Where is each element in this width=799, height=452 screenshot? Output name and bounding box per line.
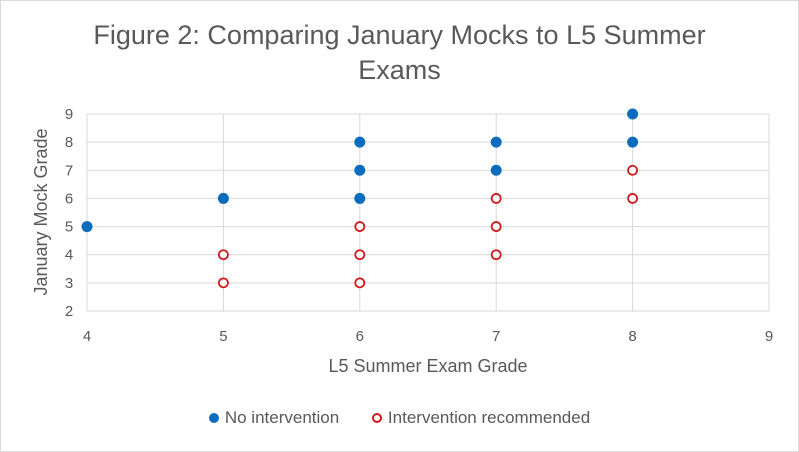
legend-item-no-intervention: No intervention — [208, 408, 340, 428]
data-point-no-intervention — [490, 136, 502, 148]
data-point-intervention-recommended — [217, 277, 229, 289]
data-point-no-intervention — [354, 192, 366, 204]
data-point-no-intervention — [81, 221, 93, 233]
y-tick-label: 4 — [65, 247, 73, 264]
legend-label-intervention-recommended: Intervention recommended — [387, 408, 591, 427]
y-tick-label: 6 — [65, 190, 73, 207]
tick-labels: 2 3 4 5 6 7 8 9 4 5 6 7 8 9 — [65, 106, 773, 345]
y-tick-label: 9 — [65, 106, 73, 123]
data-point-no-intervention — [627, 108, 639, 120]
legend-item-intervention-recommended: Intervention recommended — [371, 408, 591, 428]
y-tick-label: 5 — [65, 219, 73, 236]
data-point-no-intervention — [490, 164, 502, 176]
data-point-no-intervention — [354, 136, 366, 148]
grid-lines — [86, 113, 770, 312]
x-tick-label: 9 — [765, 328, 773, 345]
y-tick-label: 8 — [65, 134, 73, 151]
chart-title-line-2: Exams — [358, 55, 441, 85]
data-point-no-intervention — [354, 164, 366, 176]
data-point-intervention-recommended — [354, 249, 366, 261]
filled-circle-icon — [208, 413, 219, 423]
legend-label-no-intervention: No intervention — [224, 408, 340, 427]
data-points — [81, 108, 639, 289]
data-point-intervention-recommended — [217, 249, 229, 261]
x-tick-label: 6 — [356, 328, 364, 345]
chart-title-line-1: Figure 2: Comparing January Mocks to L5 … — [93, 20, 706, 50]
y-axis-title: January Mock Grade — [31, 128, 51, 295]
data-point-no-intervention — [627, 136, 639, 148]
data-point-intervention-recommended — [490, 193, 502, 204]
data-point-intervention-recommended — [627, 164, 638, 176]
data-point-intervention-recommended — [627, 193, 638, 204]
x-tick-label: 7 — [492, 328, 500, 345]
chart-title: Figure 2: Comparing January Mocks to L5 … — [0, 18, 799, 88]
data-point-intervention-recommended — [354, 277, 366, 289]
x-tick-label: 5 — [219, 328, 227, 345]
x-axis-title: L5 Summer Exam Grade — [328, 356, 527, 376]
y-tick-label: 2 — [65, 303, 73, 320]
y-tick-label: 3 — [65, 275, 73, 292]
data-point-intervention-recommended — [490, 221, 502, 232]
data-point-intervention-recommended — [490, 249, 502, 261]
x-tick-label: 4 — [83, 328, 91, 345]
x-tick-label: 8 — [628, 328, 636, 345]
data-point-no-intervention — [217, 192, 229, 204]
legend: No intervention Intervention recommended — [0, 408, 799, 428]
open-circle-icon — [371, 413, 382, 423]
y-tick-label: 7 — [65, 162, 73, 179]
data-point-intervention-recommended — [354, 221, 366, 232]
